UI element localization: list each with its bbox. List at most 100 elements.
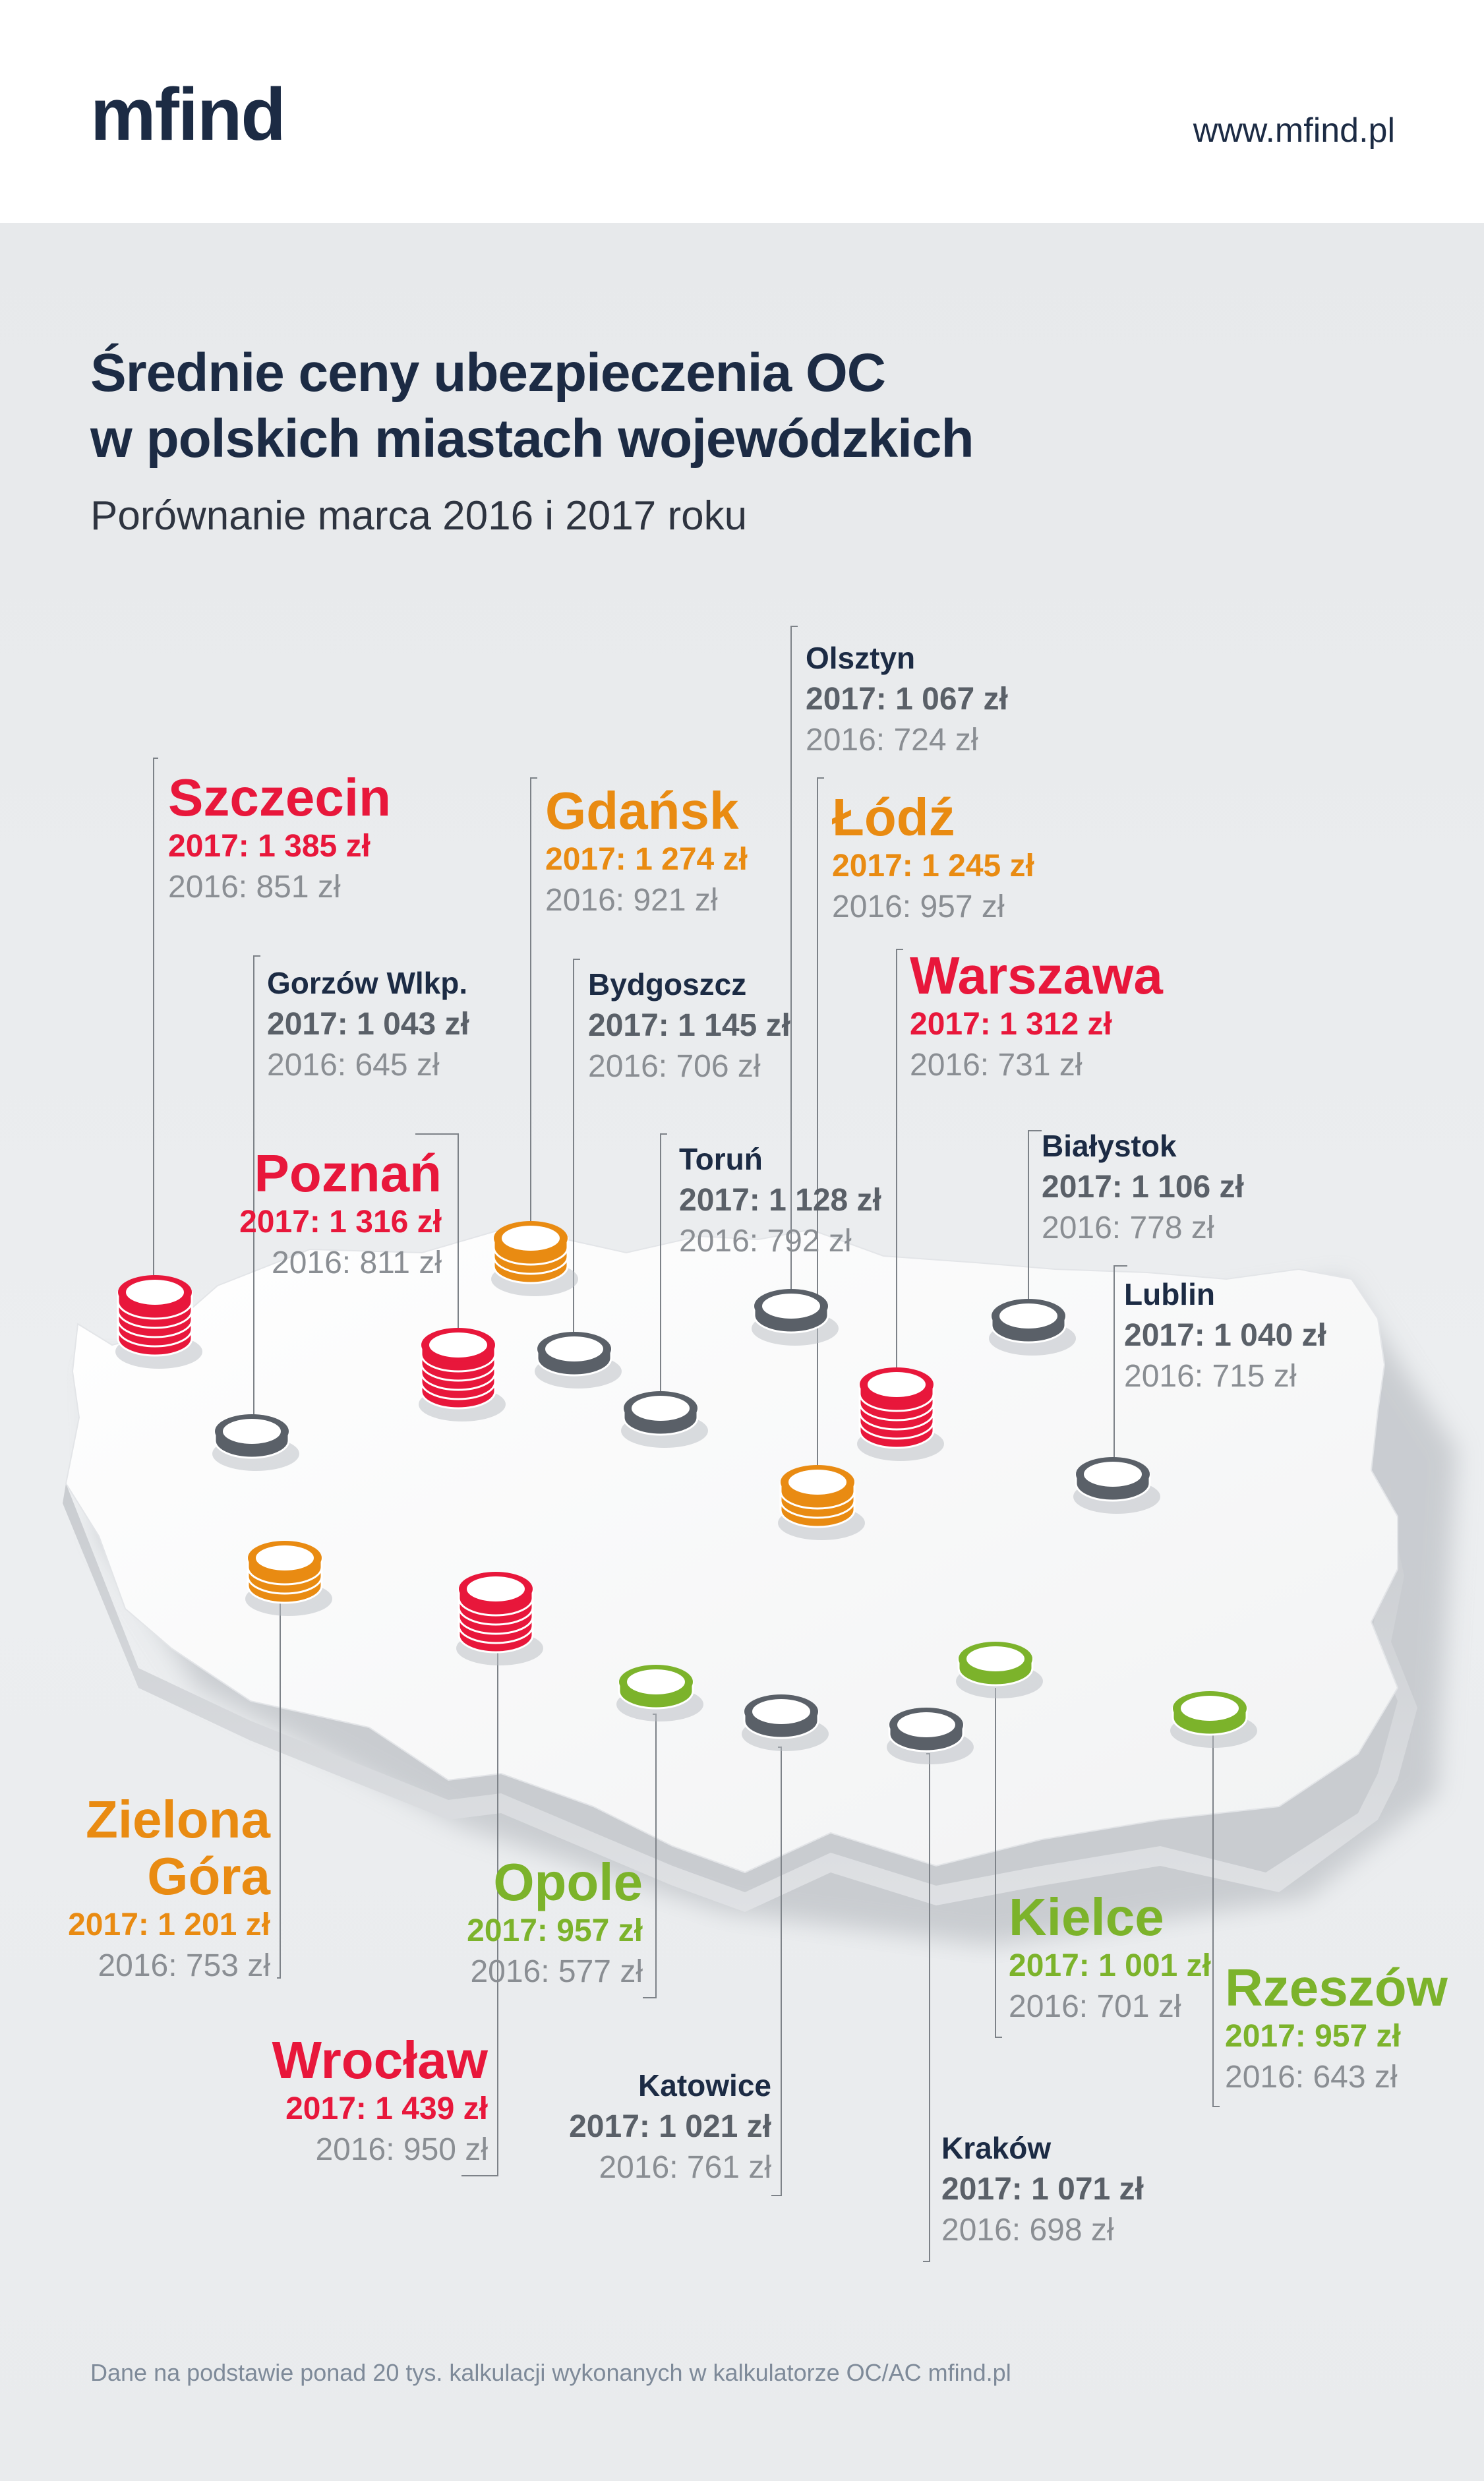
connector-zielona-gora: [277, 1602, 281, 1979]
coin-face: [467, 1576, 525, 1601]
price-2016: 2016: 778 zł: [1042, 1211, 1214, 1245]
coin-face: [788, 1470, 846, 1495]
coin-face: [502, 1226, 560, 1251]
city-name: Wrocław: [272, 2031, 489, 2089]
city-name: Kielce: [1009, 1888, 1164, 1946]
coin-stack-lublin: [1073, 1457, 1160, 1514]
price-2016: 2016: 643 zł: [1225, 2060, 1398, 2095]
city-label-olsztyn: Olsztyn 2017: 1 067 zł 2016: 724 zł: [806, 643, 1008, 756]
coin-face: [868, 1372, 926, 1397]
coin-stack-wroclaw: [456, 1572, 543, 1665]
price-2017: 2017: 1 145 zł: [588, 1008, 790, 1043]
connector-szczecin: [153, 758, 158, 1338]
price-2017: 2017: 1 274 zł: [545, 842, 748, 877]
coin-markers: [115, 1221, 1257, 1764]
connector-bydgoszcz: [573, 959, 580, 1338]
city-label-torun: Toruń 2017: 1 128 zł 2016: 792 zł: [679, 1144, 881, 1257]
price-2016: 2016: 706 zł: [588, 1049, 761, 1084]
connector-lodz: [817, 777, 824, 1487]
price-2016: 2016: 715 zł: [1124, 1359, 1297, 1394]
price-2017: 2017: 1 021 zł: [569, 2109, 771, 2144]
price-2016: 2016: 851 zł: [168, 870, 341, 905]
map-extrusion: [63, 1477, 1417, 1912]
city-label-lublin: Lublin 2017: 1 040 zł 2016: 715 zł: [1124, 1279, 1326, 1392]
coin-face: [1181, 1696, 1239, 1721]
price-2016: 2016: 921 zł: [545, 883, 718, 918]
city-label-rzeszow: Rzeszów 2017: 957 zł 2016: 643 zł: [1225, 1961, 1448, 2093]
subtitle: Porównanie marca 2016 i 2017 roku: [90, 493, 748, 539]
city-name: Łódź: [832, 788, 955, 847]
price-2017: 2017: 957 zł: [1225, 2019, 1401, 2054]
price-2017: 2017: 1 439 zł: [285, 2091, 488, 2126]
city-name: Olsztyn: [806, 641, 916, 675]
price-2016: 2016: 724 zł: [806, 723, 978, 758]
price-2016: 2016: 811 zł: [272, 1245, 442, 1280]
coin-stack-lodz: [778, 1465, 865, 1540]
coin-stack-gdansk: [491, 1221, 578, 1296]
city-name: Góra: [147, 1847, 270, 1905]
city-label-warszawa: Warszawa 2017: 1 312 zł 2016: 731 zł: [910, 949, 1163, 1081]
coin-stack-olsztyn: [752, 1289, 839, 1346]
price-2017: 2017: 1 001 zł: [1009, 1948, 1211, 1983]
price-2017: 2017: 957 zł: [467, 1913, 643, 1948]
coin-stack-gorzow: [212, 1414, 299, 1471]
connector-gorzow: [253, 955, 260, 1441]
price-2016: 2016: 701 zł: [1009, 1989, 1181, 2024]
city-name: Katowice: [638, 2068, 771, 2103]
price-2016: 2016: 645 zł: [267, 1048, 440, 1083]
coin-stack-torun: [621, 1391, 708, 1448]
coin-face: [632, 1396, 690, 1421]
city-name: Lublin: [1124, 1277, 1215, 1311]
city-name: Białystok: [1042, 1129, 1177, 1163]
price-2016: 2016: 792 zł: [679, 1224, 852, 1259]
price-2017: 2017: 1 071 zł: [941, 2172, 1144, 2207]
city-label-katowice: Katowice 2017: 1 021 zł 2016: 761 zł: [569, 2070, 771, 2184]
coin-stack-rzeszow: [1170, 1691, 1257, 1748]
city-name: Warszawa: [910, 946, 1163, 1005]
price-2017: 2017: 1 312 zł: [910, 1007, 1112, 1042]
price-2016: 2016: 957 zł: [832, 889, 1005, 924]
coin-face: [126, 1280, 184, 1305]
city-label-zielona-gora: Zielona Góra 2017: 1 201 zł 2016: 753 zł: [68, 1793, 270, 1982]
coin-face: [999, 1303, 1057, 1329]
city-name: Kraków: [941, 2131, 1052, 2165]
connector-rzeszow: [1212, 1734, 1220, 2107]
coin-face: [223, 1419, 281, 1444]
coin-stack-katowice: [742, 1694, 829, 1751]
price-2017: 2017: 1 040 zł: [1124, 1318, 1326, 1353]
city-label-poznan: Poznań 2017: 1 316 zł 2016: 811 zł: [239, 1147, 442, 1279]
website-url[interactable]: www.mfind.pl: [1193, 111, 1395, 150]
price-2017: 2017: 1 067 zł: [806, 682, 1008, 717]
source-note: Dane na podstawie ponad 20 tys. kalkulac…: [90, 2359, 1011, 2386]
coin-face: [762, 1294, 820, 1319]
coin-stack-bialystok: [989, 1299, 1076, 1356]
map-landmass: [65, 1228, 1399, 1874]
connector-poznan: [415, 1133, 459, 1365]
city-name: Gdańsk: [545, 781, 739, 840]
mfind-logo[interactable]: mfind: [90, 73, 286, 156]
coin-stack-opole: [616, 1665, 703, 1721]
city-name: Szczecin: [168, 768, 391, 827]
title-line-1: Średnie ceny ubezpieczenia OC: [90, 343, 886, 403]
coin-stack-kielce: [956, 1642, 1043, 1698]
price-2017: 2017: 1 128 zł: [679, 1183, 881, 1218]
price-2017: 2017: 1 316 zł: [239, 1205, 442, 1240]
price-2017: 2017: 1 385 zł: [168, 829, 371, 864]
price-2016: 2016: 577 zł: [470, 1954, 643, 1989]
price-2016: 2016: 731 zł: [910, 1048, 1083, 1083]
coin-face: [897, 1712, 955, 1737]
coin-face: [752, 1699, 810, 1724]
connector-gdansk: [530, 777, 537, 1240]
city-label-gdansk: Gdańsk 2017: 1 274 zł 2016: 921 zł: [545, 785, 748, 916]
coin-stack-bydgoszcz: [535, 1332, 622, 1389]
city-name: Zielona: [85, 1790, 270, 1849]
city-label-gorzow: Gorzów Wlkp. 2017: 1 043 zł 2016: 645 zł: [267, 968, 469, 1081]
coin-face: [256, 1545, 314, 1570]
coin-face: [545, 1336, 603, 1361]
coin-stack-szczecin: [115, 1275, 202, 1369]
city-label-lodz: Łódź 2017: 1 245 zł 2016: 957 zł: [832, 791, 1034, 923]
coin-stack-zielona-gora: [245, 1541, 332, 1616]
price-2017: 2017: 1 106 zł: [1042, 1170, 1244, 1205]
price-2016: 2016: 698 zł: [941, 2213, 1114, 2248]
connector-torun: [660, 1133, 667, 1394]
